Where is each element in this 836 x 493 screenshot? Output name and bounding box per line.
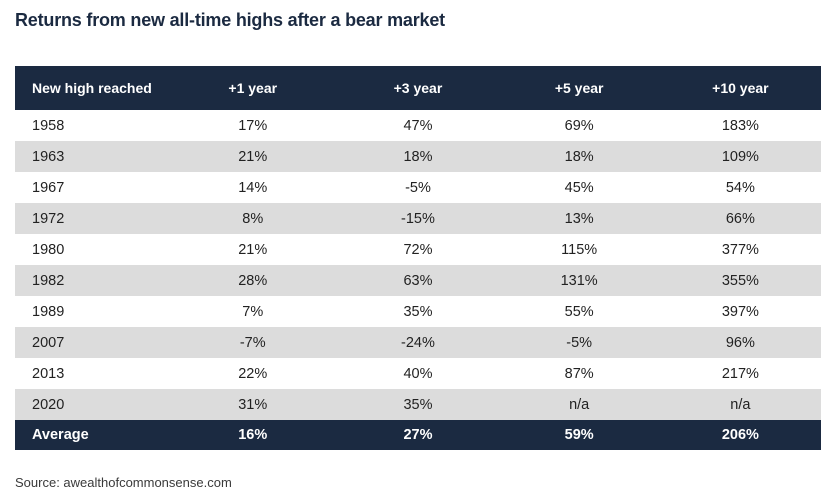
return-value-cell: 22% [238, 365, 268, 382]
year-cell: 1980 [32, 241, 65, 258]
table-row: 1958 17% 47% 69% 183% [15, 110, 821, 141]
table-row: 1972 8% -15% 13% 66% [15, 203, 821, 234]
return-value-cell: 115% [561, 241, 598, 258]
return-value-cell: 131% [498, 265, 660, 296]
source-caption: Source: awealthofcommonsense.com [15, 475, 232, 490]
table-body: 1958 17% 47% 69% 183% 1963 21% 18% 18% 109% 1967 14… [15, 110, 821, 420]
year-cell: 1972 [15, 203, 169, 234]
return-value-cell: 63% [337, 265, 499, 296]
return-value-cell: n/a [498, 389, 660, 420]
table-footer: Average 16% 27% 59% 206% [15, 420, 821, 450]
return-value-cell: n/a [659, 389, 821, 420]
return-value-cell: 355% [659, 265, 821, 296]
table-row: 1980 21% 72% 115% 377% [15, 234, 821, 265]
return-value-cell: 21% [168, 141, 338, 172]
return-value-cell: -7% [168, 327, 338, 358]
return-value-cell: 54% [725, 179, 755, 196]
return-value-cell: 31% [168, 389, 338, 420]
average-value-cell: 206% [659, 420, 821, 450]
return-value-cell: 14% [238, 179, 268, 196]
year-cell: 2020 [15, 389, 169, 420]
return-value-cell: 17% [238, 117, 268, 134]
average-label-cell: Average [15, 420, 169, 450]
return-value-cell: -5% [405, 179, 431, 196]
return-value-cell: 18% [337, 141, 499, 172]
return-value-cell: 35% [403, 303, 433, 320]
return-value-cell: 217% [721, 365, 759, 382]
return-value-cell: 377% [721, 241, 759, 258]
page-title: Returns from new all-time highs after a … [15, 10, 445, 30]
return-value-cell: 72% [403, 241, 433, 258]
return-value-cell: 40% [403, 365, 433, 382]
return-value-cell: 109% [659, 141, 821, 172]
table-header: New high reached +1 year +3 year +5 year +10… [15, 66, 821, 110]
return-value-cell: 55% [564, 303, 594, 320]
column-header: +1 year [168, 66, 338, 110]
table-row: 1989 7% 35% 55% 397% [15, 296, 821, 327]
return-value-cell: 21% [238, 241, 268, 258]
return-value-cell: 66% [659, 203, 821, 234]
column-header: New high reached [15, 66, 169, 110]
table-row: 2020 31% 35% n/a n/a [15, 389, 821, 420]
year-cell: 1989 [32, 303, 65, 320]
return-value-cell: 8% [168, 203, 338, 234]
average-row: Average 16% 27% 59% 206% [15, 420, 821, 450]
column-header: +10 year [659, 66, 821, 110]
table-row: 1982 28% 63% 131% 355% [15, 265, 821, 296]
average-value-cell: 16% [168, 420, 338, 450]
return-value-cell: -24% [337, 327, 499, 358]
table-row: 1967 14% -5% 45% 54% [15, 172, 821, 203]
return-value-cell: 69% [564, 117, 594, 134]
return-value-cell: -15% [337, 203, 499, 234]
year-cell: 1982 [15, 265, 169, 296]
column-header: +5 year [498, 66, 660, 110]
year-cell: 2013 [32, 365, 65, 382]
average-value-cell: 59% [498, 420, 660, 450]
table-row: 1963 21% 18% 18% 109% [15, 141, 821, 172]
return-value-cell: 18% [498, 141, 660, 172]
return-value-cell: 35% [337, 389, 499, 420]
return-value-cell: 28% [168, 265, 338, 296]
return-value-cell: 87% [564, 365, 594, 382]
return-value-cell: 183% [721, 117, 759, 134]
return-value-cell: 45% [564, 179, 594, 196]
return-value-cell: 47% [403, 117, 433, 134]
average-value-cell: 27% [337, 420, 499, 450]
return-value-cell: 397% [721, 303, 759, 320]
column-header: +3 year [337, 66, 499, 110]
return-value-cell: -5% [498, 327, 660, 358]
year-cell: 2007 [15, 327, 169, 358]
header-row: New high reached +1 year +3 year +5 year +10… [15, 66, 821, 110]
year-cell: 1963 [15, 141, 169, 172]
year-cell: 1958 [32, 117, 65, 134]
year-cell: 1967 [32, 179, 65, 196]
return-value-cell: 7% [242, 303, 264, 320]
return-value-cell: 13% [498, 203, 660, 234]
returns-table: New high reached +1 year +3 year +5 year +10… [15, 66, 821, 450]
return-value-cell: 96% [659, 327, 821, 358]
table-row: 2013 22% 40% 87% 217% [15, 358, 821, 389]
table-row: 2007 -7% -24% -5% 96% [15, 327, 821, 358]
